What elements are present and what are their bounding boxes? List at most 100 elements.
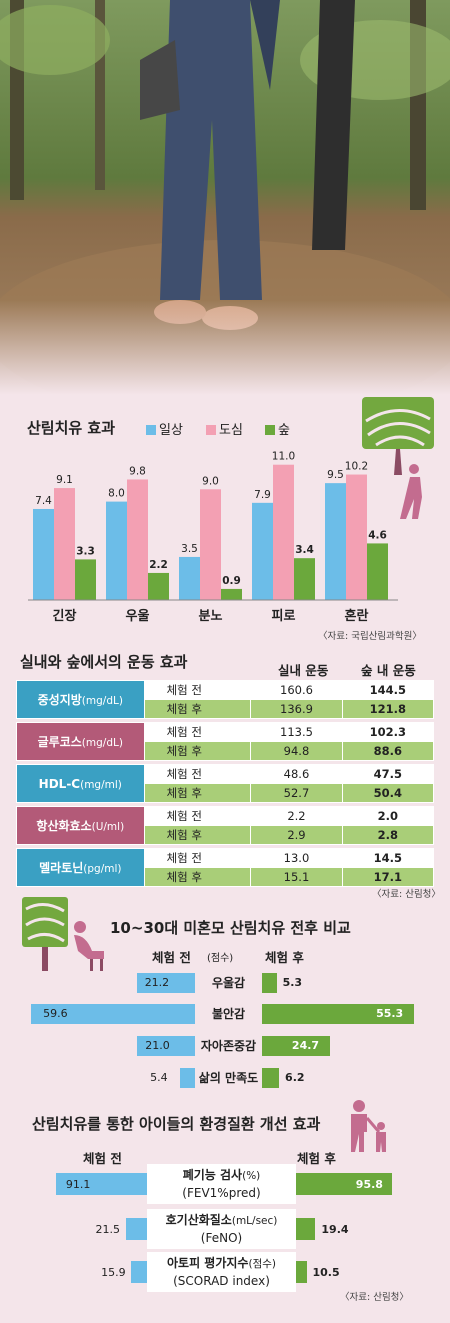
table-cell: 121.8: [341, 699, 435, 719]
value-label: 7.4: [35, 495, 52, 507]
value-label: 19.4: [321, 1223, 349, 1236]
value-label: 21.5: [95, 1223, 121, 1236]
table-row: 체험 후 15.1 17.1: [17, 867, 435, 887]
value-label: 4.6: [368, 529, 387, 541]
chart1-source: 〈자료: 국립산림과학원〉: [318, 631, 422, 642]
chart4-after-header: 체험 후: [297, 1151, 336, 1166]
value-label: 9.0: [202, 475, 219, 487]
value-label: 7.9: [254, 489, 271, 501]
row-label-unit: (U/ml): [91, 821, 125, 833]
category-unit: (%): [242, 1170, 261, 1182]
table-cell: 체험 전: [143, 848, 252, 868]
value-label: 21.2: [144, 976, 170, 989]
bar-after-불안감: [262, 1004, 415, 1024]
bar-before-호기산화질소: [125, 1218, 147, 1240]
table-cell: 체험 전: [143, 806, 252, 826]
col-header-indoor: 실내 운동: [278, 663, 329, 678]
table-cell: 136.9: [250, 699, 343, 719]
value-label: 10.2: [345, 461, 368, 473]
table-cell: 88.6: [341, 741, 435, 761]
table-cell: 47.5: [341, 764, 435, 784]
table-row: 체험 후 94.8 88.6: [17, 741, 435, 761]
category-label: 자아존중감: [200, 1039, 257, 1053]
tree-walker-icon: [362, 397, 434, 519]
table-row: 항산화효소(U/ml) 체험 전 2.2 2.0: [16, 806, 435, 845]
value-label: 59.6: [43, 1007, 68, 1020]
category-name: 호기산화질소: [165, 1213, 232, 1227]
value-label: 3.3: [76, 545, 95, 557]
bar-일상-혼란: [325, 483, 346, 600]
chart4-source: 〈자료: 산림청〉: [340, 1292, 409, 1303]
table-cell: 15.1: [250, 867, 343, 887]
row-label: HDL-C(mg/ml): [16, 764, 145, 803]
chart4-before-header: 체험 전: [83, 1151, 122, 1166]
table-cell: 50.4: [341, 783, 435, 803]
legend-swatch: [265, 425, 275, 435]
table-cell: 체험 후: [143, 825, 252, 845]
row-label-name: 멜라토닌: [39, 861, 84, 875]
category-name: 아토피 평가지수: [167, 1256, 249, 1270]
bar-일상-피로: [252, 502, 273, 600]
table-cell: 102.3: [341, 722, 435, 742]
bar-도심-혼란: [346, 474, 367, 600]
value-label: 9.5: [327, 469, 344, 481]
row-label: 글루코스(mg/dL): [16, 722, 145, 761]
category-label: 삶의 만족도: [198, 1071, 259, 1085]
tree-sitting-icon: [22, 897, 104, 971]
table-cell: 체험 후: [143, 741, 252, 761]
category-label: 불안감: [211, 1007, 246, 1021]
bar-before-폐기능 검사: [55, 1173, 147, 1195]
bar-after-자아존중감: [262, 1036, 330, 1056]
chart3-after-header: 체험 후: [265, 950, 304, 965]
value-label: 9.8: [129, 465, 146, 477]
chart1-svg: 7.4 9.1 3.3 긴장 8.0 9.8 2.2 우울 3.5 9.0 0.9 분노 7.9 11.0…: [28, 451, 398, 624]
category-box: 아토피 평가지수(점수) (SCORAD index): [147, 1252, 296, 1292]
chart2-title: 실내와 숲에서의 운동 효과: [20, 653, 188, 671]
table-row: 중성지방(mg/dL) 체험 전 160.6 144.5: [16, 680, 435, 719]
bar-before-삶의 만족도: [180, 1068, 195, 1088]
value-label: 11.0: [272, 451, 295, 463]
category-unit: (mL/sec): [231, 1215, 278, 1227]
bar-before-아토피 평가지수: [131, 1261, 147, 1283]
table-cell: 52.7: [250, 783, 343, 803]
bar-숲-피로: [294, 558, 315, 600]
table-cell: 48.6: [250, 764, 343, 784]
value-label: 5.3: [282, 976, 303, 989]
category-sub: (FEV1%pred): [182, 1186, 261, 1200]
bar-숲-분노: [221, 588, 242, 600]
table-cell: 144.5: [341, 680, 435, 700]
col-header-forest: 숲 내 운동: [361, 663, 416, 678]
bar-일상-긴장: [33, 508, 54, 600]
row-label-unit: (mg/ml): [80, 778, 122, 791]
table-cell: 14.5: [341, 848, 435, 868]
forest-walk-photo: [0, 0, 450, 395]
row-label-unit: (mg/dL): [81, 737, 123, 749]
value-label: 2.2: [149, 559, 168, 571]
row-label: 멜라토닌(pg/ml): [16, 848, 145, 887]
category-label: 긴장: [53, 608, 77, 624]
bar-after-아토피 평가지수: [296, 1261, 307, 1283]
bar-before-자아존중감: [137, 1036, 195, 1056]
row-label-unit: (pg/ml): [83, 863, 122, 875]
table-row: HDL-C(mg/ml) 체험 전 48.6 47.5: [16, 764, 435, 803]
table-row: 멜라토닌(pg/ml) 체험 전 13.0 14.5: [16, 848, 435, 887]
bar-after-삶의 만족도: [262, 1068, 280, 1088]
bar-일상-우울: [106, 501, 127, 600]
table-cell: 체험 후: [143, 867, 252, 887]
legend-label: 숲: [278, 423, 290, 438]
value-label: 8.0: [108, 488, 125, 500]
legend-label: 일상: [159, 423, 183, 438]
chart3-title: 10~30대 미혼모 산림치유 전후 비교: [110, 919, 351, 937]
legend-label: 도심: [219, 423, 243, 438]
table-cell: 160.6: [250, 680, 343, 700]
value-label: 95.8: [355, 1178, 383, 1191]
bar-숲-혼란: [367, 543, 388, 600]
legend-item-daily: 일상: [146, 419, 183, 438]
category-sub: (FeNO): [200, 1231, 243, 1245]
category-sub: (SCORAD index): [173, 1274, 270, 1288]
bar-숲-긴장: [75, 559, 96, 600]
category-box: 호기산화질소(mL/sec) (FeNO): [147, 1209, 296, 1249]
bar-before-불안감: [31, 1004, 195, 1024]
category-box: 폐기능 검사(%) (FEV1%pred): [147, 1164, 296, 1204]
value-label: 91.1: [65, 1178, 91, 1191]
